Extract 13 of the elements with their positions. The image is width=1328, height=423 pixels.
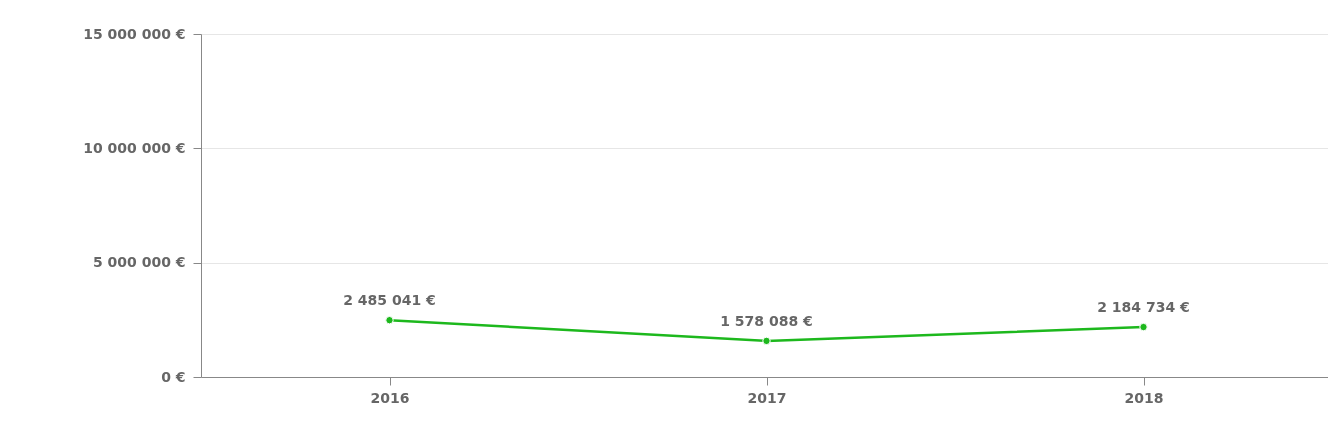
- data-label: 2 485 041 €: [343, 292, 436, 309]
- point: [1139, 322, 1148, 332]
- point: [385, 315, 394, 325]
- y-tick-label: 10 000 000 €: [83, 139, 186, 156]
- data-label: 2 184 734 €: [1097, 299, 1190, 316]
- x-tick-label: 2016: [370, 389, 410, 406]
- data-label: 1 578 088 €: [720, 312, 813, 329]
- x-tick-label: 2018: [1124, 389, 1164, 406]
- point: [762, 336, 771, 346]
- y-tick-label: 0 €: [161, 368, 186, 385]
- y-tick-label: 15 000 000 €: [83, 25, 186, 42]
- x-tick-label: 2017: [747, 389, 787, 406]
- y-tick-label: 5 000 000 €: [92, 254, 186, 271]
